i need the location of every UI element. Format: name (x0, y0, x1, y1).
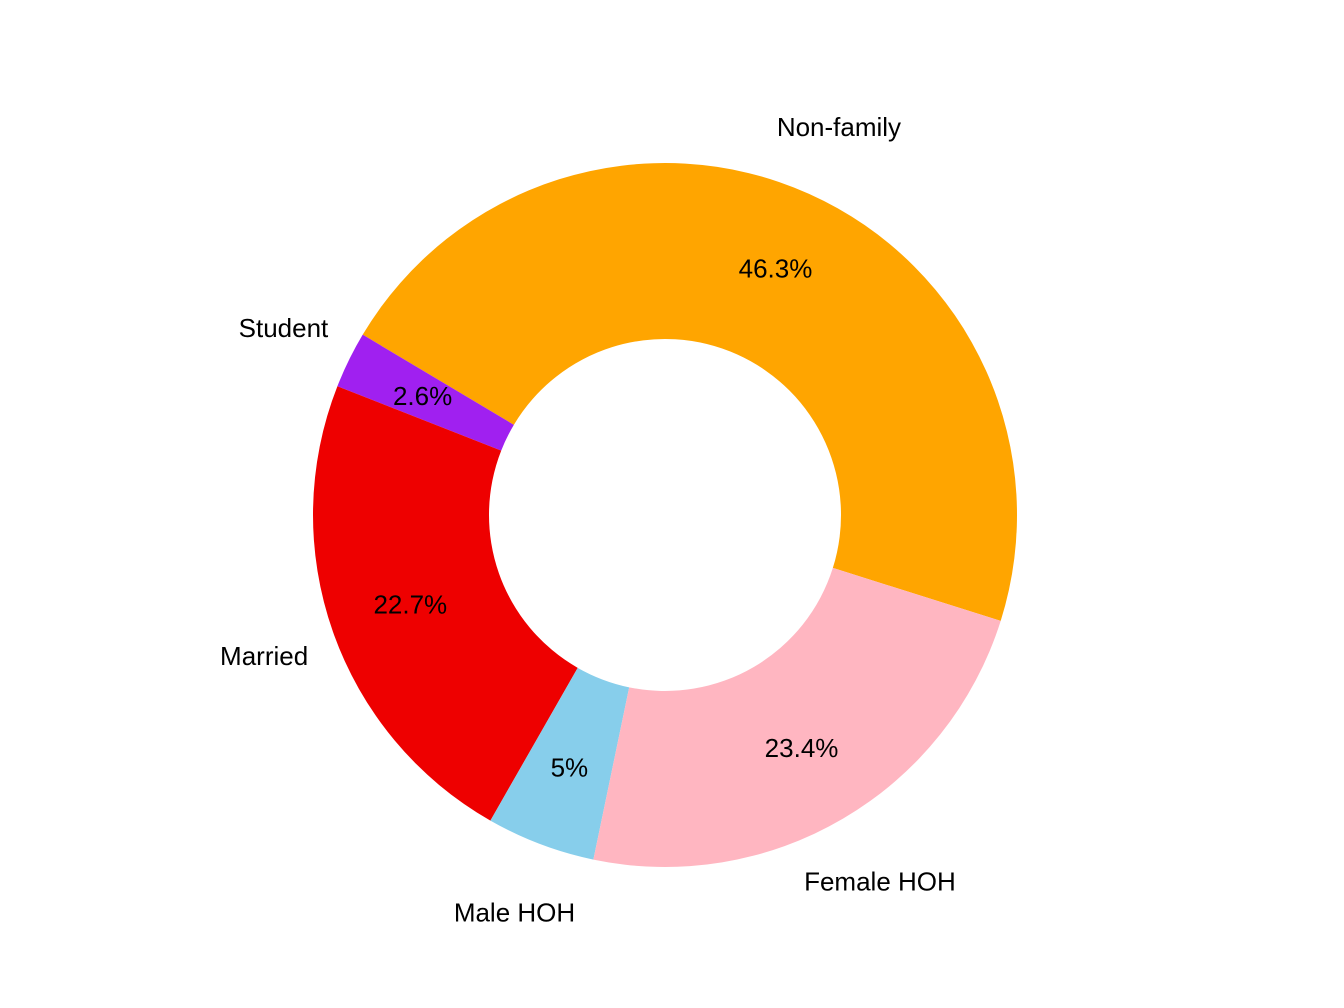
percent-label-non-family: 46.3% (739, 254, 813, 284)
category-label-married: Married (220, 641, 308, 671)
percent-labels: 46.3% 2.6% 22.7% 5% 23.4% (373, 254, 838, 783)
category-label-male-hoh: Male HOH (454, 897, 575, 927)
percent-label-married: 22.7% (373, 590, 447, 620)
slice-student (337, 334, 514, 451)
slice-married (313, 386, 578, 821)
category-labels: Non-family Student Married Male HOH Female H… (220, 112, 956, 927)
category-label-non-family: Non-family (777, 112, 901, 142)
slice-male-hoh (490, 667, 630, 860)
slice-non-family (362, 162, 1018, 621)
percent-label-male-hoh: 5% (551, 753, 589, 783)
category-label-student: Student (239, 313, 329, 343)
slice-female-hoh (593, 567, 1001, 868)
donut-slices (313, 162, 1018, 868)
category-label-female-hoh: Female HOH (804, 867, 956, 897)
percent-label-student: 2.6% (393, 381, 452, 411)
percent-label-female-hoh: 23.4% (765, 733, 839, 763)
